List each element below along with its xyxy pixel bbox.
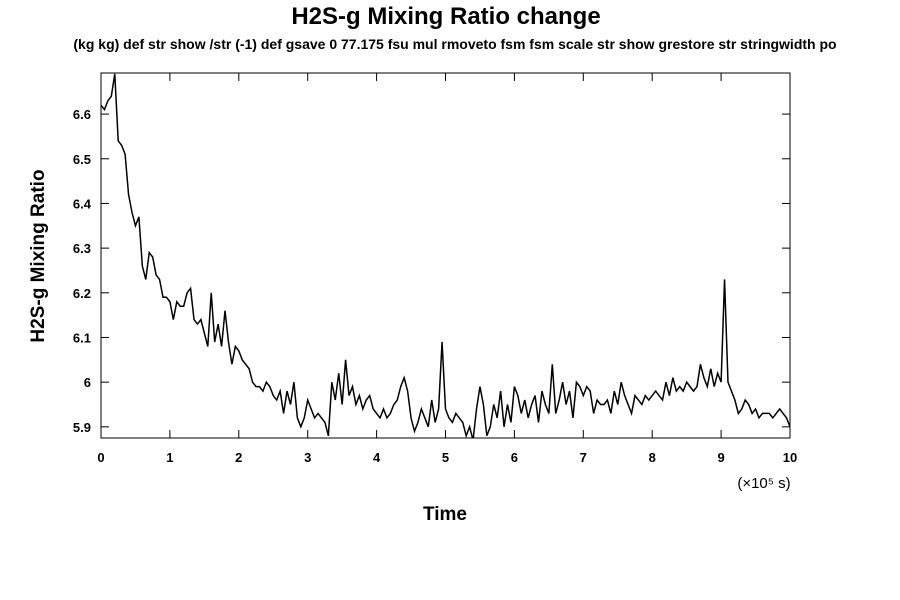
- x-axis-label: Time: [423, 504, 467, 525]
- y-tick-label: 6.3: [73, 241, 91, 256]
- x-tick-label: 9: [717, 450, 724, 465]
- y-tick-label: 6.2: [73, 286, 91, 301]
- x-tick-label: 6: [511, 450, 518, 465]
- x-tick-label: 10: [783, 450, 797, 465]
- x-unit-label: (×10⁵ s): [737, 475, 790, 492]
- y-tick-label: 6.1: [73, 330, 91, 345]
- x-tick-label: 1: [166, 450, 173, 465]
- chart-title: H2S-g Mixing Ratio change: [291, 3, 600, 30]
- x-tick-label: 2: [235, 450, 242, 465]
- x-tick-label: 8: [649, 450, 656, 465]
- x-tick-label: 4: [373, 450, 381, 465]
- y-tick-label: 6.5: [73, 152, 91, 167]
- x-tick-label: 5: [442, 450, 449, 465]
- y-tick-label: 5.9: [73, 420, 91, 435]
- x-tick-label: 0: [97, 450, 104, 465]
- x-tick-label: 3: [304, 450, 311, 465]
- y-tick-label: 6.4: [73, 196, 92, 211]
- data-line: [101, 73, 790, 438]
- chart-subtitle: (kg kg) def str show /str (-1) def gsave…: [73, 36, 836, 52]
- y-tick-label: 6.6: [73, 107, 91, 122]
- y-axis-label: H2S-g Mixing Ratio: [28, 169, 49, 342]
- x-tick-label: 7: [580, 450, 587, 465]
- y-tick-label: 6: [84, 375, 91, 390]
